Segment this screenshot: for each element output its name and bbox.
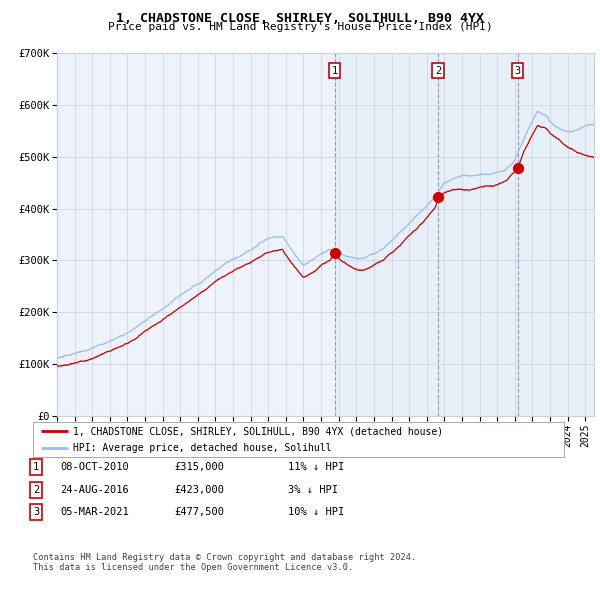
Text: 2: 2 [435,66,442,76]
Text: 24-AUG-2016: 24-AUG-2016 [60,485,129,494]
Bar [335,53,438,416]
Text: 11% ↓ HPI: 11% ↓ HPI [288,463,344,472]
Text: 3: 3 [33,507,39,517]
Text: Price paid vs. HM Land Registry's House Price Index (HPI): Price paid vs. HM Land Registry's House … [107,22,493,32]
Text: 10% ↓ HPI: 10% ↓ HPI [288,507,344,517]
Text: This data is licensed under the Open Government Licence v3.0.: This data is licensed under the Open Gov… [33,563,353,572]
Text: £423,000: £423,000 [174,485,224,494]
Text: 05-MAR-2021: 05-MAR-2021 [60,507,129,517]
Bar [518,53,594,416]
Text: Contains HM Land Registry data © Crown copyright and database right 2024.: Contains HM Land Registry data © Crown c… [33,553,416,562]
Text: HPI: Average price, detached house, Solihull: HPI: Average price, detached house, Soli… [73,442,331,453]
Text: 08-OCT-2010: 08-OCT-2010 [60,463,129,472]
Text: 1, CHADSTONE CLOSE, SHIRLEY, SOLIHULL, B90 4YX (detached house): 1, CHADSTONE CLOSE, SHIRLEY, SOLIHULL, B… [73,427,443,437]
Text: £477,500: £477,500 [174,507,224,517]
Text: 1: 1 [332,66,338,76]
Text: 1: 1 [33,463,39,472]
Bar [438,53,518,416]
Text: 1, CHADSTONE CLOSE, SHIRLEY, SOLIHULL, B90 4YX: 1, CHADSTONE CLOSE, SHIRLEY, SOLIHULL, B… [116,12,484,25]
Text: 3% ↓ HPI: 3% ↓ HPI [288,485,338,494]
Text: 3: 3 [515,66,521,76]
Text: 2: 2 [33,485,39,494]
Text: £315,000: £315,000 [174,463,224,472]
